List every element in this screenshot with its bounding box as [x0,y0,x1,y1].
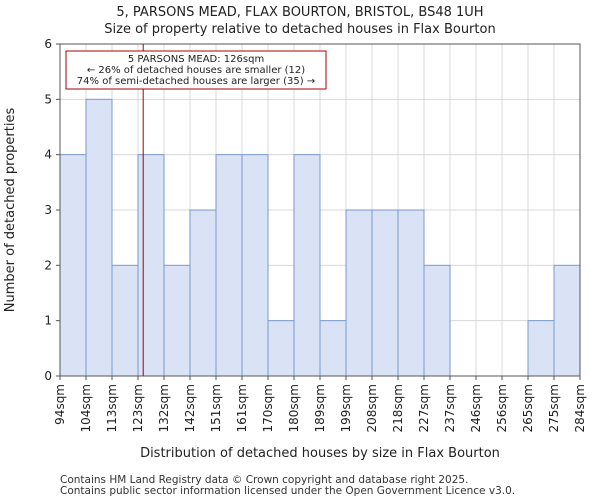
y-tick-label: 3 [44,203,52,217]
bar [423,264,451,377]
x-tick-label: 237sqm [443,384,457,432]
x-tick-label: 113sqm [105,384,119,432]
x-tick-label: 170sqm [261,384,275,432]
bar [137,154,165,377]
x-tick-label: 208sqm [365,384,379,432]
y-tick-label: 2 [44,258,52,272]
marker: 5 PARSONS MEAD: 126sqm← 26% of detached … [65,44,327,376]
x-tick-label: 142sqm [183,384,197,432]
bar [527,320,555,377]
x-tick-label: 275sqm [547,384,561,432]
y-tick-label: 1 [44,314,52,328]
x-tick-label: 161sqm [235,384,249,432]
bar [241,154,269,377]
x-tick-label: 104sqm [79,384,93,432]
axes [56,43,581,380]
y-axis-label: Number of detached properties [3,108,18,313]
bar [319,320,347,377]
bar [371,209,399,377]
bar [553,264,581,377]
x-tick-label: 227sqm [417,384,431,432]
chart-title: 5, PARSONS MEAD, FLAX BOURTON, BRISTOL, … [116,5,483,20]
x-axis-label: Distribution of detached houses by size … [140,446,500,461]
y-tick-label: 0 [44,369,52,383]
x-tick-labels: 94sqm 104sqm 113sqm 123sqm 132sqm 142sqm 151sq… [53,384,587,432]
footer-line-1: Contains HM Land Registry data © Crown c… [60,474,468,486]
bar [345,209,373,377]
bar [111,264,139,377]
bar [59,154,87,377]
annotation-line: ← 26% of detached houses are smaller (12… [87,65,305,76]
x-tick-label: 256sqm [495,384,509,432]
x-tick-label: 265sqm [521,384,535,432]
x-tick-label: 246sqm [469,384,483,432]
annotation-box [65,50,327,90]
x-tick-label: 123sqm [131,384,145,432]
x-tick-label: 189sqm [313,384,327,432]
annotation-line: 5 PARSONS MEAD: 126sqm [128,54,264,65]
bar [215,154,243,377]
x-tick-label: 199sqm [339,384,353,432]
y-tick-label: 6 [44,37,52,51]
y-tick-labels: 0 1 2 3 4 5 6 [44,37,52,383]
bar [267,320,295,377]
x-tick-label: 94sqm [53,384,67,425]
footer-line-2: Contains public sector information licen… [60,485,515,497]
x-tick-label: 132sqm [157,384,171,432]
x-tick-label: 151sqm [209,384,223,432]
bar [293,154,321,377]
x-tick-label: 218sqm [391,384,405,432]
y-tick-label: 4 [44,148,52,162]
y-tick-label: 5 [44,92,52,106]
annotation-line: 74% of semi-detached houses are larger (… [77,76,315,87]
bar [85,98,113,377]
chart-subtitle: Size of property relative to detached ho… [104,22,495,37]
x-tick-label: 180sqm [287,384,301,432]
bar [397,209,425,377]
bar [163,264,191,377]
x-tick-label: 284sqm [573,384,587,432]
bar [189,209,217,377]
bars [59,98,581,377]
